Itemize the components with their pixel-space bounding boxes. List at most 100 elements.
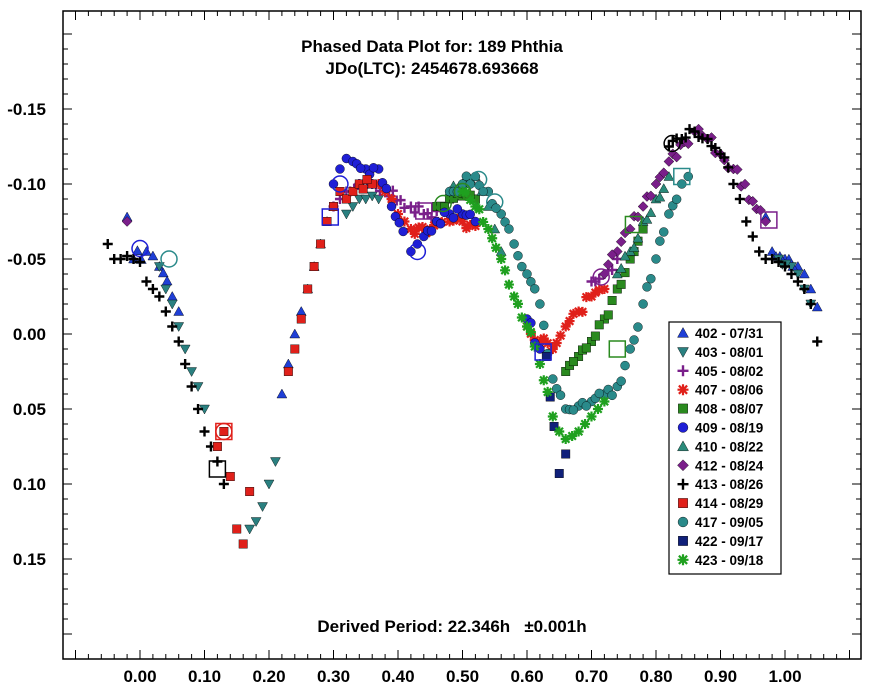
data-point	[362, 175, 372, 185]
data-point	[780, 259, 792, 270]
x-tick-label: 1.00	[768, 667, 801, 686]
data-point	[358, 184, 368, 194]
data-point	[658, 167, 670, 179]
data-point	[805, 299, 816, 309]
data-point	[607, 296, 617, 305]
legend-marker	[677, 440, 689, 451]
legend-label: 413 - 08/26	[695, 477, 764, 492]
data-point	[360, 194, 372, 205]
open-marker	[534, 343, 552, 361]
legend-item: 412 - 08/24	[677, 458, 764, 473]
open-marker	[321, 208, 340, 226]
data-point	[309, 262, 319, 271]
data-point	[102, 239, 113, 249]
data-point	[567, 431, 578, 441]
data-point	[606, 249, 618, 260]
data-point	[741, 216, 752, 227]
open-marker	[673, 167, 691, 186]
data-point	[522, 269, 532, 279]
derived-period-label: Derived Period: 22.346h ±0.001h	[317, 617, 586, 636]
data-point	[697, 133, 708, 144]
open-marker	[208, 460, 227, 478]
data-point	[465, 194, 476, 205]
data-point	[160, 306, 171, 317]
data-point	[645, 207, 657, 217]
legend-item: 414 - 08/29	[678, 496, 763, 511]
data-point	[199, 426, 210, 437]
data-point	[542, 386, 553, 397]
data-point	[555, 390, 566, 400]
y-axis-ticks: -0.15 -0.10 -0.05 0.00 0.05 0.10 0.15	[7, 33, 861, 635]
legend-marker	[677, 516, 689, 528]
open-marker	[760, 211, 778, 229]
open-marker	[415, 202, 433, 220]
y-tick-label: 0.10	[13, 475, 46, 494]
data-point	[448, 213, 459, 223]
legend-marker	[677, 347, 689, 358]
x-tick-label: 0.40	[381, 667, 414, 686]
open-marker	[160, 250, 178, 268]
data-point	[461, 187, 472, 198]
data-point	[355, 163, 366, 173]
data-point	[654, 191, 666, 202]
data-point	[461, 171, 472, 181]
data-point	[219, 427, 229, 436]
data-point	[539, 320, 549, 331]
data-point	[754, 246, 765, 257]
data-point	[564, 316, 575, 327]
legend-item: 403 - 08/01	[677, 345, 764, 360]
data-point	[577, 306, 588, 317]
data-point	[651, 254, 661, 264]
x-tick-label: 0.50	[446, 667, 479, 686]
data-point	[616, 376, 626, 386]
data-point	[452, 204, 463, 214]
x-tick-label: 0.00	[123, 667, 156, 686]
open-marker	[453, 182, 472, 201]
legend-marker	[677, 422, 689, 433]
x-tick-label: 0.80	[639, 667, 672, 686]
data-point	[167, 321, 178, 332]
data-point	[244, 524, 255, 535]
data-point	[186, 381, 197, 392]
data-point	[483, 224, 494, 234]
legend-label: 408 - 08/07	[695, 402, 763, 417]
legend-marker	[678, 403, 688, 414]
data-point	[747, 196, 759, 207]
data-point	[457, 216, 468, 227]
data-point	[599, 284, 610, 294]
legend-label: 409 - 08/19	[695, 421, 763, 436]
data-point	[373, 194, 384, 205]
data-point	[581, 343, 591, 353]
data-point	[399, 202, 410, 213]
data-point	[554, 426, 565, 437]
data-point	[611, 268, 623, 279]
data-point	[680, 132, 691, 143]
legend-item: 422 - 09/17	[678, 534, 763, 549]
data-point	[555, 330, 566, 341]
data-point	[329, 202, 338, 211]
data-point	[478, 186, 488, 197]
data-point	[395, 195, 406, 206]
data-point	[723, 162, 734, 173]
data-point	[121, 216, 133, 227]
data-point	[773, 257, 784, 267]
legend-marker	[677, 459, 689, 472]
data-point	[157, 267, 169, 278]
series-417	[444, 171, 693, 415]
y-tick-label: 0.05	[13, 400, 46, 419]
data-point	[538, 333, 549, 344]
data-point	[439, 207, 450, 218]
data-point	[671, 151, 682, 163]
x-tick-label: 0.10	[188, 667, 221, 686]
data-point	[719, 152, 730, 163]
legend-label: 402 - 07/31	[695, 326, 764, 341]
data-point	[517, 261, 527, 272]
data-point	[522, 321, 532, 332]
data-point	[538, 375, 549, 386]
data-point	[547, 411, 558, 422]
open-marker	[592, 268, 610, 286]
data-point	[398, 226, 408, 237]
legend-label: 407 - 08/06	[695, 383, 764, 398]
open-marker	[469, 170, 488, 189]
